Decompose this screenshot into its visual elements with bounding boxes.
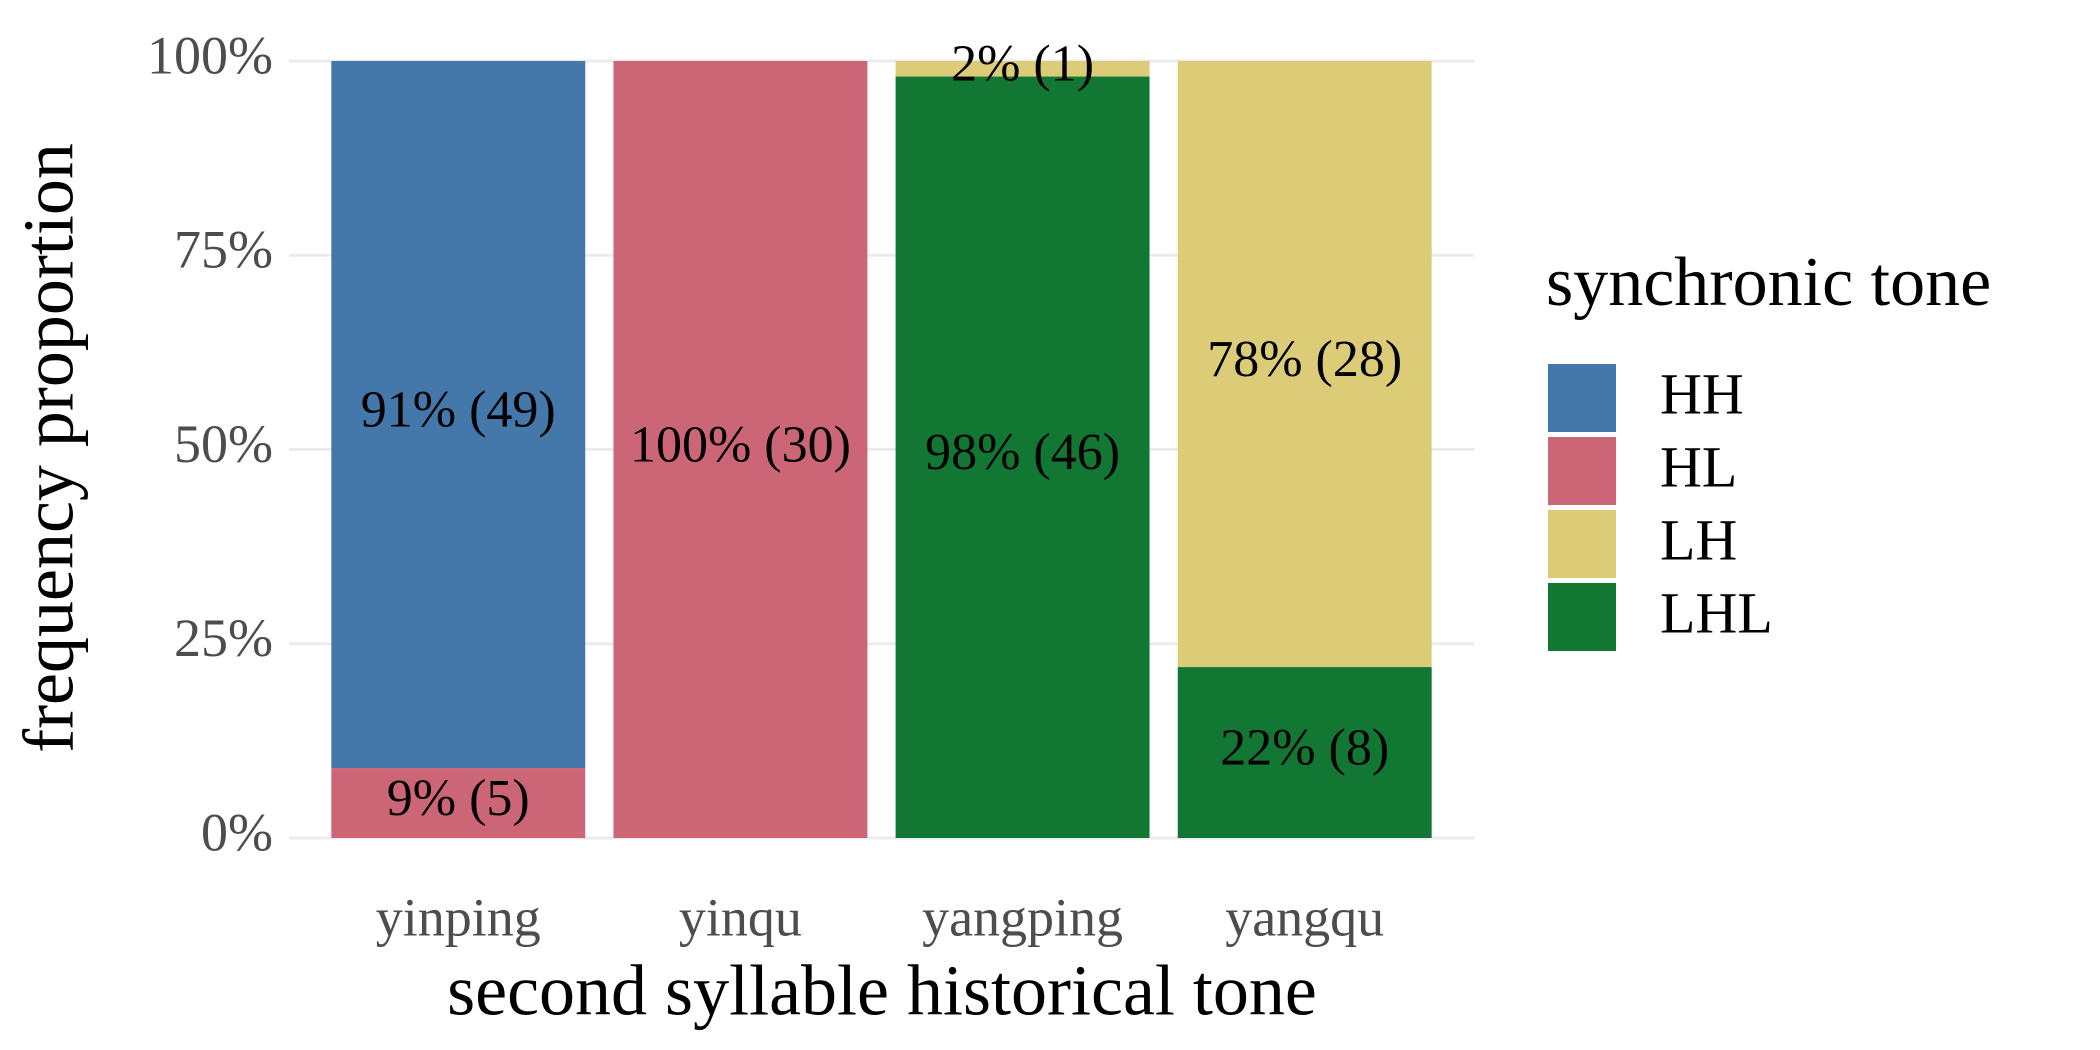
x-tick-label: yangqu (1225, 887, 1384, 947)
x-tick-label: yinqu (679, 887, 802, 947)
bar-segment (613, 61, 868, 838)
bar-segment (1177, 61, 1432, 668)
data-label: 91% (49) (361, 381, 556, 438)
data-label: 100% (30) (630, 416, 851, 473)
legend-key (1548, 437, 1616, 505)
data-label: 2% (1) (951, 36, 1094, 93)
legend-title: synchronic tone (1546, 244, 1991, 321)
y-tick-label: 75% (174, 220, 273, 280)
data-label: 22% (8) (1220, 719, 1389, 776)
y-tick-label: 50% (174, 414, 273, 474)
data-label: 78% (28) (1207, 331, 1402, 388)
bar-segment (331, 61, 586, 769)
bar-segment (895, 76, 1150, 839)
y-tick-label: 100% (147, 25, 273, 85)
legend-key (1548, 510, 1616, 578)
bars (331, 61, 1432, 839)
data-label: 9% (5) (387, 770, 530, 827)
legend-label: LHL (1660, 580, 1773, 645)
legend-label: HH (1660, 361, 1744, 426)
bar-segment (895, 61, 1150, 77)
bar-segment (1177, 667, 1432, 838)
x-tick-label: yinping (376, 887, 541, 947)
y-axis-title: frequency proportion (9, 143, 89, 753)
legend-key (1548, 364, 1616, 432)
legend-key (1548, 583, 1616, 651)
data-label: 98% (46) (925, 424, 1120, 481)
y-tick-label: 25% (174, 608, 273, 668)
y-tick-label: 0% (201, 802, 273, 862)
legend-label: HL (1660, 434, 1737, 499)
x-tick-label: yangping (922, 887, 1123, 947)
labels: 0% 25% 50% 75% 100% yinping 9% (5) 91% (49) yinq… (147, 25, 1402, 947)
x-axis-title: second syllable historical tone (447, 951, 1317, 1031)
bar-segment (331, 768, 586, 838)
legend-label: LH (1660, 507, 1737, 572)
